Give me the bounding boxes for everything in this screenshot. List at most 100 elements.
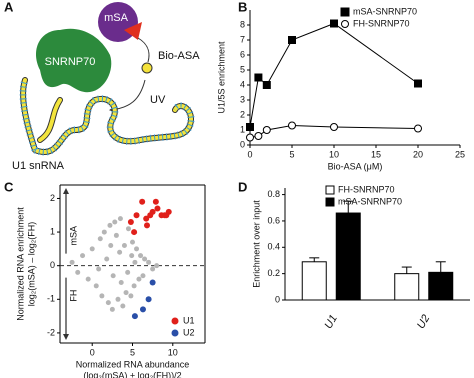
point [113,232,119,238]
legend-label: U1 [183,315,195,325]
point [93,283,99,289]
point [132,259,138,265]
x-tick-label: 10 [329,149,339,159]
point [108,243,114,249]
bar [394,273,420,301]
x-tick-label: 20 [413,149,423,159]
diagram: SNRNP70 mSA Bio-ASA UV U1 snRNA [12,2,200,172]
point [144,222,150,229]
x-axis-label: Bio-ASA (μM) [328,161,383,171]
point [288,36,296,44]
y-axis-label: log₂(mSA) – log₂(FH) [26,222,36,307]
point [142,256,148,262]
point [130,239,135,245]
point [145,296,152,303]
point [262,126,271,134]
point [96,266,102,272]
point [129,253,135,259]
panel-label: B [238,0,247,14]
point [121,243,127,249]
y-tick-label: 0 [275,294,280,304]
probe-triangle [124,22,142,40]
x-tick-label: U1 [322,313,339,331]
rna-bases [19,78,195,156]
point [105,300,111,306]
point [139,306,146,313]
x-tick-label: 5 [289,149,294,159]
point [133,212,140,219]
point [414,79,422,88]
y-tick-label: 2 [50,193,55,203]
arrow-label: mSA [68,226,78,246]
bar [428,271,454,301]
point [262,81,271,89]
point [152,198,159,205]
y-axis-label: U1/5S enrichment [216,41,226,114]
point [80,253,86,259]
x-axis-label: Normalized RNA abundance [76,359,190,369]
point [117,216,123,222]
point [140,273,146,279]
legend-marker [341,20,349,28]
panel-label: D [238,179,247,194]
y-tick-label: 0.4 [267,242,280,252]
point [136,276,142,282]
point [118,279,124,285]
point [97,236,103,242]
point [104,256,110,262]
x-tick-label: U2 [415,313,432,331]
x-tick-label: 5 [130,347,135,357]
rna-label: U1 snRNA [12,160,65,172]
legend-label: mSA-SNRNP70 [338,196,402,206]
legend-label: mSA-SNRNP70 [353,6,417,16]
y-tick-label: 1 [240,124,245,134]
point [163,212,170,219]
y-tick-label: -2 [47,327,55,337]
protein-label: SNRNP70 [45,56,96,68]
y-tick-label: 8 [240,19,245,29]
point [101,229,107,235]
point [131,283,137,289]
point [107,222,113,228]
y-axis-label: Normalized RNA enrichment [15,207,25,321]
point [131,313,138,320]
point [134,246,140,252]
x-tick-label: 25 [455,149,465,159]
tag-label: mSA [104,12,129,24]
legend-marker [340,7,350,17]
point [288,121,296,130]
y-tick-label: 5 [240,64,245,74]
y-tick-label: 0.6 [267,215,280,225]
point [414,124,422,133]
legend-label: U2 [183,327,195,337]
panel-label: A [4,0,14,14]
point [89,246,95,252]
point [149,208,156,215]
point [149,279,156,286]
point [246,133,254,142]
uv-bulb [141,62,153,74]
x-tick-label: 10 [168,347,178,357]
point [154,263,160,269]
point [115,296,121,302]
point [131,229,138,236]
point [138,253,144,259]
rna-outline [20,77,194,155]
y-tick-label: 0.2 [267,268,280,278]
point [330,19,338,28]
point [109,306,115,312]
x-tick-label: 15 [371,149,381,159]
x-axis-label: (log₂(mSA) + log₂(FH))/2 [83,370,181,378]
linker [137,37,150,63]
legend-marker [325,185,335,195]
probe-label: Bio-ASA [158,50,200,62]
y-tick-label: 4 [240,79,245,89]
point [150,266,156,272]
legend-marker [171,329,179,337]
point [125,226,131,232]
point [125,269,131,275]
point [85,276,91,282]
y-axis-label: Enrichment over input [251,200,261,288]
x-tick-label: 0 [247,149,252,159]
x-tick-label: 0 [90,347,95,357]
